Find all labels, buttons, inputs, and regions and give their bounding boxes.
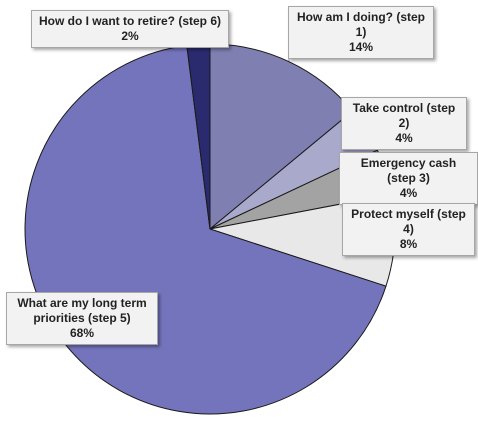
callout-step-4: Protect myself (step 4) 8% <box>342 203 475 256</box>
callout-value: 8% <box>399 237 418 251</box>
callout-step-2: Take control (step 2) 4% <box>341 97 467 150</box>
callout-step-5: What are my long term priorities (step 5… <box>6 292 158 345</box>
callout-step-6: How do I want to retire? (step 6) 2% <box>31 10 229 48</box>
callout-label: Protect myself (step 4) <box>351 207 466 236</box>
callout-label: How do I want to retire? (step 6) <box>38 14 221 28</box>
callout-value: 68% <box>69 326 95 340</box>
callout-value: 14% <box>348 40 374 54</box>
callout-value: 4% <box>395 131 413 145</box>
callout-label: What are my long term priorities (step 5… <box>17 296 147 325</box>
callout-step-1: How am I doing? (step 1) 14% <box>288 6 434 59</box>
callout-label: How am I doing? (step 1) <box>297 10 425 39</box>
callout-label: Take control (step 2) <box>352 101 456 130</box>
callout-value: 4% <box>399 186 418 200</box>
callout-value: 2% <box>121 29 139 43</box>
pie-slices <box>24 43 396 415</box>
callout-label: Emergency cash (step 3) <box>360 156 457 185</box>
callout-step-3: Emergency cash (step 3) 4% <box>339 152 478 205</box>
